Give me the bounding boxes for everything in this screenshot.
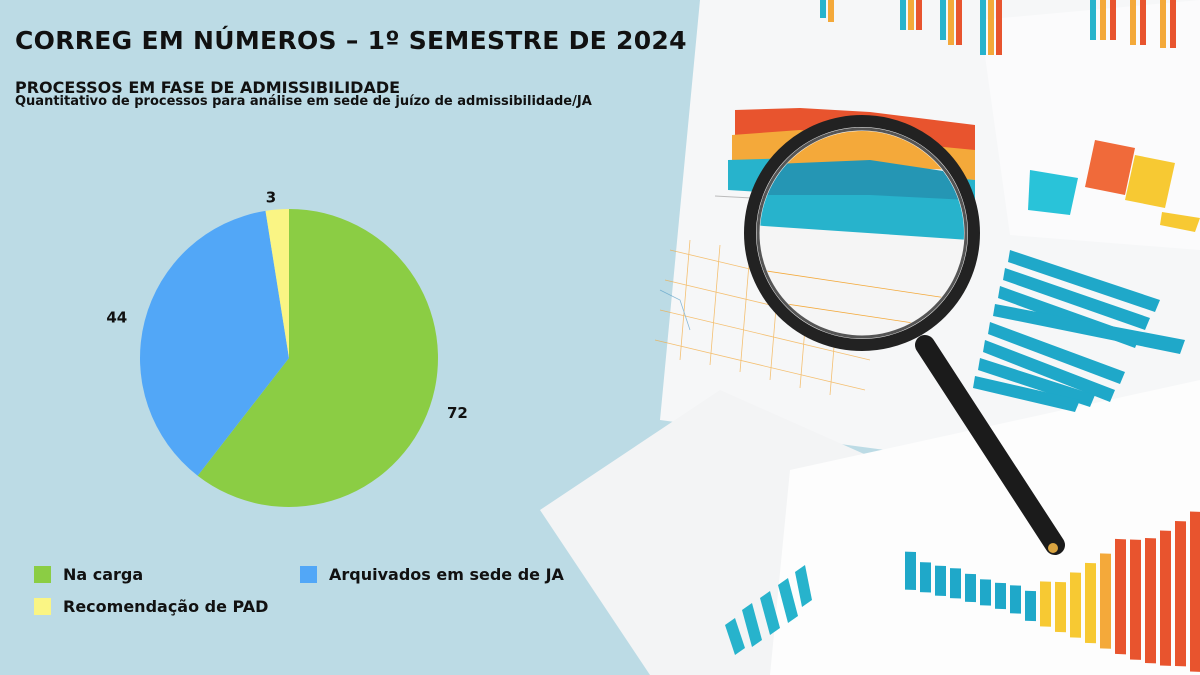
pie-slice-1 [197,209,439,507]
page-title: CORREG EM NÚMEROS – 1º SEMESTRE DE 2024 [15,26,687,55]
legend-label: Arquivados em sede de JA [329,565,564,584]
legend-swatch [34,566,51,583]
pie-data-label: 3 [266,189,276,207]
pie-data-label: 44 [106,309,127,327]
pie-chart: 72 44 3 [106,189,468,507]
pie-slice-2 [140,210,289,476]
legend-item-na-carga: Na carga [34,565,143,584]
photo-small-bars [1028,140,1200,232]
photo-top-bars [820,0,1176,55]
photo-bottom-bars [905,511,1200,672]
chart-caption: Quantitativo de processos para análise e… [15,94,592,109]
legend-label: Recomendação de PAD [63,597,269,616]
photo-bottom-left-bars [725,565,812,655]
legend-item-arquivados: Arquivados em sede de JA [300,565,564,584]
chart-subtitle: PROCESSOS EM FASE DE ADMISSIBILIDADE [15,78,401,97]
pie-data-label: 72 [447,404,468,422]
magnifying-glass-icon [744,115,1065,555]
legend-swatch [300,566,317,583]
pie-slice-3 [265,209,289,358]
photo-horizontal-bars [973,250,1185,412]
legend-label: Na carga [63,565,144,584]
legend-swatch [34,598,51,615]
legend-item-recomendacao: Recomendação de PAD [34,597,268,616]
